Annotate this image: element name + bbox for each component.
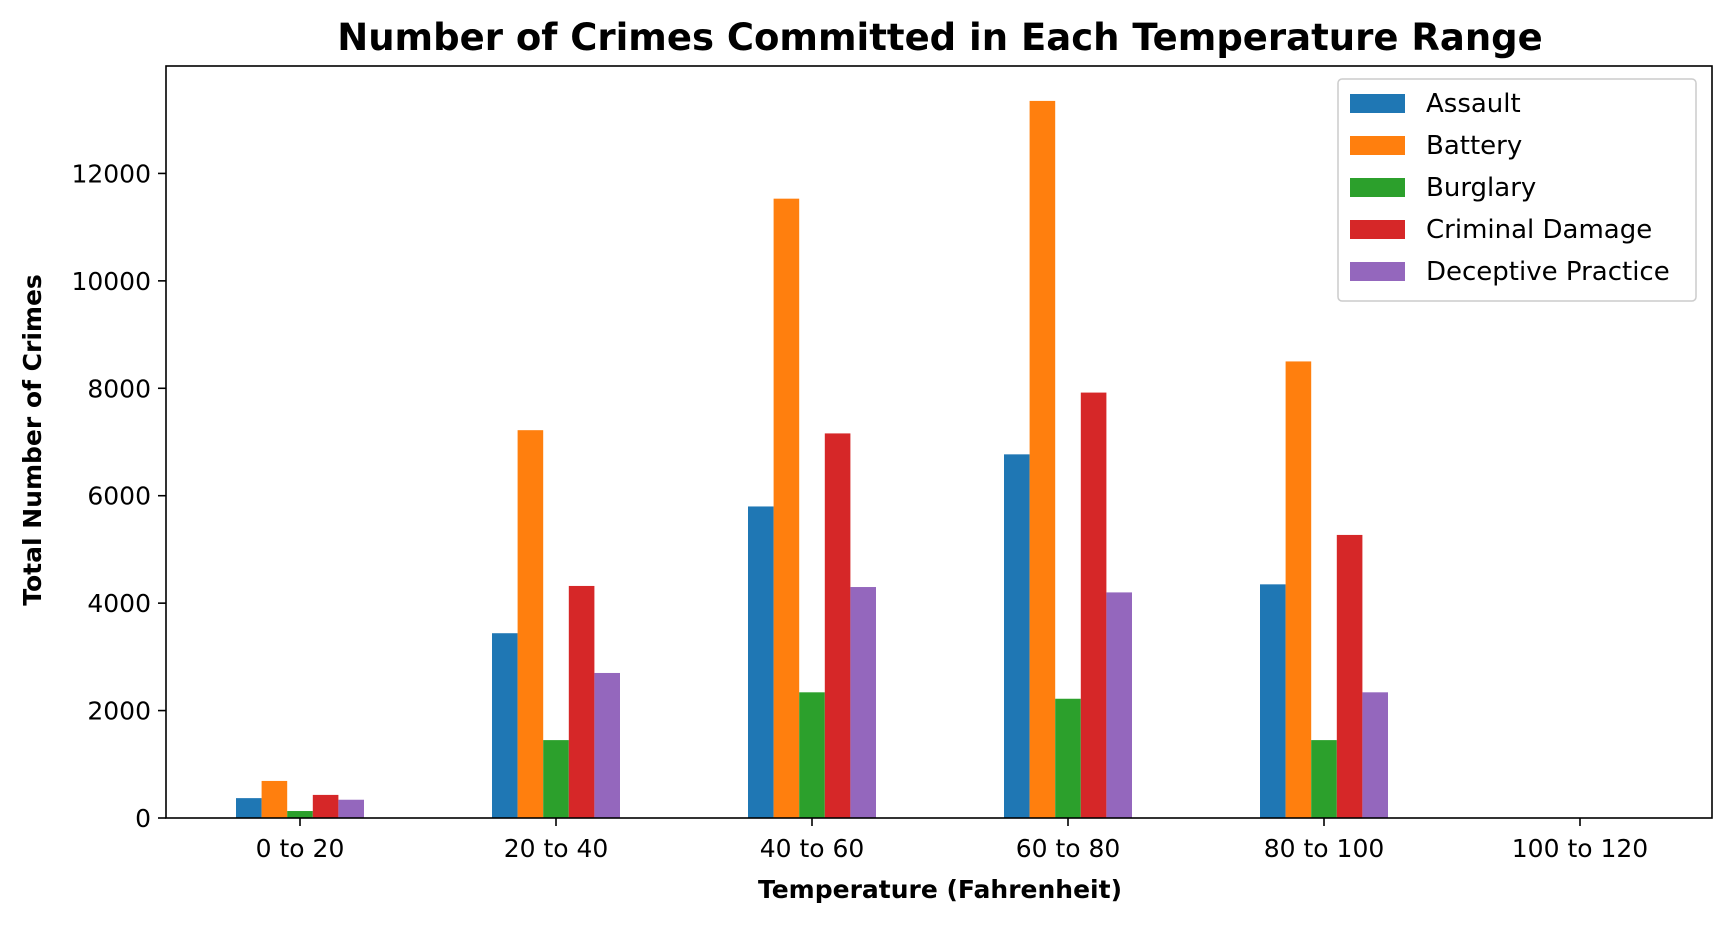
y-tick-label: 12000 bbox=[71, 159, 151, 188]
y-tick-label: 8000 bbox=[87, 374, 151, 403]
bar bbox=[1004, 454, 1030, 818]
bar bbox=[1260, 584, 1286, 818]
x-tick-label: 100 to 120 bbox=[1512, 834, 1648, 863]
bar bbox=[850, 587, 876, 818]
y-tick-label: 4000 bbox=[87, 589, 151, 618]
bar bbox=[338, 799, 364, 818]
bar bbox=[773, 198, 800, 819]
bar bbox=[568, 585, 595, 818]
bar bbox=[1311, 740, 1337, 818]
chart-title: Number of Crimes Committed in Each Tempe… bbox=[337, 16, 1543, 59]
bar bbox=[1285, 361, 1312, 818]
y-tick-label: 10000 bbox=[71, 267, 151, 296]
y-tick-label: 6000 bbox=[87, 482, 151, 511]
legend-label: Battery bbox=[1426, 131, 1522, 161]
bar bbox=[287, 811, 313, 818]
bar bbox=[748, 506, 774, 818]
bars-layer bbox=[236, 100, 1388, 819]
bar bbox=[824, 433, 851, 818]
legend-label: Deceptive Practice bbox=[1426, 257, 1670, 287]
bar bbox=[1362, 692, 1388, 818]
bar bbox=[799, 692, 825, 818]
legend-label: Criminal Damage bbox=[1426, 215, 1652, 245]
bar bbox=[1029, 100, 1056, 818]
legend-swatch bbox=[1350, 262, 1405, 281]
legend-swatch bbox=[1350, 178, 1405, 197]
legend-swatch bbox=[1350, 94, 1405, 113]
legend-label: Assault bbox=[1426, 89, 1521, 119]
y-tick-label: 0 bbox=[135, 804, 151, 833]
x-tick-label: 0 to 20 bbox=[256, 834, 345, 863]
x-tick-label: 80 to 100 bbox=[1264, 834, 1385, 863]
bar bbox=[492, 633, 518, 818]
bar bbox=[1106, 592, 1132, 818]
x-tick-label: 60 to 80 bbox=[1016, 834, 1121, 863]
legend-frame bbox=[1337, 78, 1697, 302]
bar bbox=[236, 798, 262, 818]
plot-frame bbox=[165, 65, 1713, 819]
bar bbox=[1055, 698, 1081, 818]
legend: Assault Battery Burglary Criminal Damage Dec… bbox=[1337, 78, 1697, 302]
bar bbox=[312, 794, 339, 818]
axes-layer: 0 2000 4000 6000 8000 10000 12000 0 to 20 20 to … bbox=[71, 65, 1713, 863]
bar bbox=[594, 672, 620, 818]
bar bbox=[261, 780, 288, 818]
bar bbox=[1080, 392, 1107, 818]
y-axis-label: Total Number of Crimes bbox=[18, 274, 47, 606]
bar bbox=[1336, 534, 1363, 818]
x-axis-label: Temperature (Fahrenheit) bbox=[758, 875, 1122, 904]
legend-swatch bbox=[1350, 136, 1405, 155]
y-tick-label: 2000 bbox=[87, 697, 151, 726]
legend-swatch bbox=[1350, 220, 1405, 239]
x-tick-label: 20 to 40 bbox=[504, 834, 609, 863]
legend-label: Burglary bbox=[1426, 173, 1536, 203]
x-tick-label: 40 to 60 bbox=[760, 834, 865, 863]
bar bbox=[517, 430, 544, 818]
bar bbox=[543, 740, 569, 818]
